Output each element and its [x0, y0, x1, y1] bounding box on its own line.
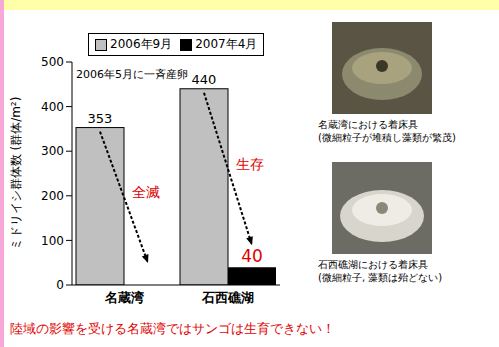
html-text:2007年4月: 2007年4月: [195, 37, 258, 51]
svg-text:200: 200: [41, 189, 64, 203]
html-text:石西礁湖における着床具: 石西礁湖における着床具: [318, 259, 428, 270]
svg-text:生存: 生存: [236, 156, 264, 172]
svg-text:300: 300: [41, 144, 64, 158]
html-text:2006年9月: 2006年9月: [110, 37, 173, 51]
svg-text:353: 353: [88, 111, 113, 126]
svg-text:100: 100: [41, 234, 64, 248]
svg-text:500: 500: [41, 55, 64, 69]
html-text:陸域の影響を受ける名蔵湾ではサンゴは生育できない！: 陸域の影響を受ける名蔵湾ではサンゴは生育できない！: [10, 321, 335, 336]
html-text:(微細粒子が堆積し藻類が繁茂): (微細粒子が堆積し藻類が繁茂): [318, 132, 456, 143]
html-text:2006年5月に一斉産卵: 2006年5月に一斉産卵: [76, 68, 188, 81]
html-text:名蔵湾における着床具: 名蔵湾における着床具: [318, 119, 418, 130]
svg-text:400: 400: [41, 100, 64, 114]
svg-text:40: 40: [241, 246, 263, 266]
svg-text:名蔵湾: 名蔵湾: [104, 290, 144, 305]
svg-text:石西礁湖: 石西礁湖: [201, 290, 254, 305]
svg-text:全滅: 全滅: [132, 184, 160, 200]
svg-text:ミドリイシ群体数 (群体/m²): ミドリイシ群体数 (群体/m²): [9, 97, 23, 251]
svg-text:440: 440: [192, 72, 217, 87]
html-text:(微細粒子, 藻類は殆どない): (微細粒子, 藻類は殆どない): [318, 272, 443, 283]
svg-text:0: 0: [56, 278, 64, 292]
